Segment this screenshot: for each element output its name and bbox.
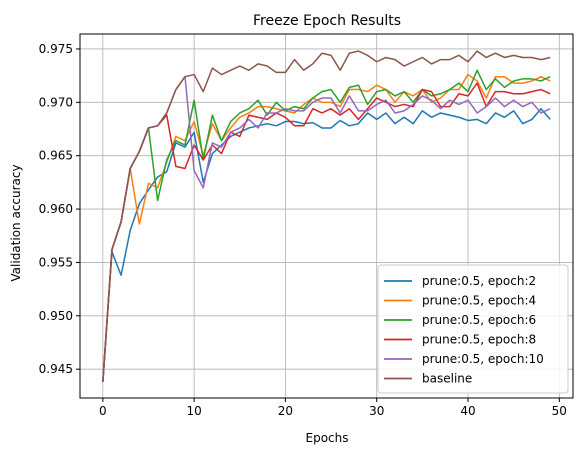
x-axis-label: Epochs xyxy=(306,431,349,445)
x-tick-label: 40 xyxy=(460,404,475,418)
y-tick-label: 0.950 xyxy=(39,309,73,323)
plot-frame xyxy=(79,33,574,399)
x-tick-label: 0 xyxy=(99,404,107,418)
y-axis-label: Validation accuracy xyxy=(9,164,23,281)
y-tick-label: 0.970 xyxy=(39,95,73,109)
legend-label: baseline xyxy=(422,372,472,386)
y-tick-label: 0.945 xyxy=(39,362,73,376)
grid-lines xyxy=(80,34,573,398)
series-line-prune-0-5-epoch-6 xyxy=(102,69,551,383)
axis-ticks: 0 10 20 30 40 50 0.945 0.950 0.955 0.960 0.965 0.97… xyxy=(39,42,567,418)
chart-title: Freeze Epoch Results xyxy=(253,13,401,29)
y-tick-label: 0.955 xyxy=(39,255,73,269)
series-line-prune-0-5-epoch-4 xyxy=(102,73,551,383)
series-line-prune-0-5-epoch-2 xyxy=(102,107,551,383)
x-tick-label: 30 xyxy=(369,404,384,418)
legend-label: prune:0.5, epoch:8 xyxy=(422,333,536,347)
legend-label: prune:0.5, epoch:4 xyxy=(422,294,536,308)
y-tick-label: 0.960 xyxy=(39,202,73,216)
x-tick-label: 10 xyxy=(186,404,201,418)
x-tick-label: 50 xyxy=(552,404,567,418)
legend-label: prune:0.5, epoch:10 xyxy=(422,352,544,366)
series-line-prune-0-5-epoch-8 xyxy=(102,82,551,383)
x-tick-label: 20 xyxy=(278,404,293,418)
y-tick-label: 0.965 xyxy=(39,149,73,163)
legend-box xyxy=(377,264,569,394)
legend-label: prune:0.5, epoch:2 xyxy=(422,274,536,288)
series-lines xyxy=(102,50,551,383)
legend: prune:0.5, epoch:2 prune:0.5, epoch:4 prun… xyxy=(377,264,569,394)
series-line-baseline xyxy=(102,50,551,383)
y-tick-label: 0.975 xyxy=(39,42,73,56)
legend-label: prune:0.5, epoch:6 xyxy=(422,313,536,327)
